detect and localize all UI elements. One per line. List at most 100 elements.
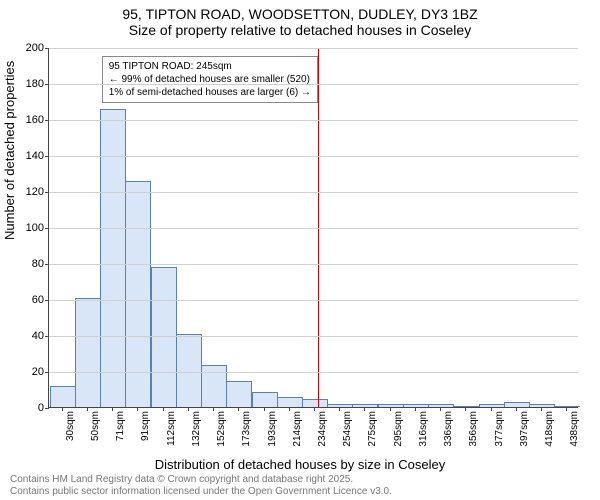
xtick-label: 30sqm <box>65 411 76 441</box>
bar <box>403 404 429 407</box>
chart-title: 95, TIPTON ROAD, WOODSETTON, DUDLEY, DY3… <box>0 6 600 38</box>
ytick-mark <box>45 84 49 85</box>
title-line-2: Size of property relative to detached ho… <box>0 22 600 38</box>
gridline-h <box>49 156 578 157</box>
xtick-mark <box>112 407 113 411</box>
bar <box>378 404 404 407</box>
xtick-mark <box>213 407 214 411</box>
ytick-mark <box>45 156 49 157</box>
xtick-label: 316sqm <box>418 411 429 447</box>
ytick-label: 100 <box>26 222 44 234</box>
annotation-line: 1% of semi-detached houses are larger (6… <box>109 86 311 99</box>
xtick-mark <box>465 407 466 411</box>
xtick-label: 112sqm <box>166 411 177 446</box>
gridline-h <box>49 48 578 49</box>
chart-container: 95, TIPTON ROAD, WOODSETTON, DUDLEY, DY3… <box>0 0 600 500</box>
xtick-mark <box>364 407 365 411</box>
ytick-label: 80 <box>32 258 44 270</box>
xtick-mark <box>137 407 138 411</box>
ytick-label: 200 <box>26 42 44 54</box>
ytick-label: 60 <box>32 294 44 306</box>
xtick-label: 214sqm <box>292 411 303 447</box>
gridline-h <box>49 336 578 337</box>
xtick-label: 152sqm <box>216 411 227 447</box>
gridline-h <box>49 120 578 121</box>
ytick-label: 0 <box>38 402 44 414</box>
plot-area: 95 TIPTON ROAD: 245sqm← 99% of detached … <box>48 48 578 408</box>
xtick-label: 438sqm <box>569 411 580 447</box>
xtick-mark <box>238 407 239 411</box>
ytick-mark <box>45 264 49 265</box>
xtick-label: 397sqm <box>519 411 530 447</box>
footer-line-2: Contains public sector information licen… <box>10 486 392 498</box>
footer-attribution: Contains HM Land Registry data © Crown c… <box>10 474 392 498</box>
xtick-label: 418sqm <box>544 411 555 447</box>
xtick-label: 377sqm <box>494 411 505 447</box>
xtick-mark <box>289 407 290 411</box>
xtick-label: 336sqm <box>443 411 454 447</box>
xtick-label: 254sqm <box>342 411 353 447</box>
xtick-mark <box>440 407 441 411</box>
bar <box>252 392 278 407</box>
xtick-label: 275sqm <box>367 411 378 447</box>
ytick-mark <box>45 192 49 193</box>
xtick-mark <box>415 407 416 411</box>
xtick-mark <box>516 407 517 411</box>
ytick-label: 120 <box>26 186 44 198</box>
ytick-mark <box>45 372 49 373</box>
xtick-mark <box>163 407 164 411</box>
xtick-label: 234sqm <box>317 411 328 447</box>
bar <box>75 298 101 407</box>
xtick-label: 71sqm <box>115 411 126 441</box>
ytick-label: 20 <box>32 366 44 378</box>
xtick-mark <box>62 407 63 411</box>
ytick-mark <box>45 408 49 409</box>
ytick-label: 140 <box>26 150 44 162</box>
xtick-mark <box>87 407 88 411</box>
xtick-label: 91sqm <box>140 411 151 441</box>
bar <box>302 399 328 407</box>
bar <box>226 381 252 407</box>
gridline-h <box>49 228 578 229</box>
xtick-label: 356sqm <box>468 411 479 447</box>
bar <box>50 386 76 407</box>
xtick-mark <box>264 407 265 411</box>
x-axis-label: Distribution of detached houses by size … <box>0 457 600 472</box>
ytick-mark <box>45 228 49 229</box>
ytick-mark <box>45 48 49 49</box>
bar <box>201 365 227 407</box>
xtick-mark <box>339 407 340 411</box>
ytick-mark <box>45 120 49 121</box>
xtick-label: 173sqm <box>241 411 252 447</box>
gridline-h <box>49 192 578 193</box>
xtick-mark <box>491 407 492 411</box>
bar <box>453 406 479 407</box>
xtick-mark <box>188 407 189 411</box>
bar <box>554 406 580 407</box>
bar <box>277 397 303 407</box>
xtick-label: 50sqm <box>90 411 101 441</box>
bar <box>151 267 177 407</box>
footer-line-1: Contains HM Land Registry data © Crown c… <box>10 474 392 486</box>
gridline-h <box>49 264 578 265</box>
y-axis-label: Number of detached properties <box>2 61 17 240</box>
gridline-h <box>49 372 578 373</box>
xtick-label: 295sqm <box>393 411 404 447</box>
annotation-line: 95 TIPTON ROAD: 245sqm <box>109 60 311 73</box>
gridline-h <box>49 300 578 301</box>
xtick-mark <box>390 407 391 411</box>
bar <box>504 402 530 407</box>
bar <box>479 404 505 407</box>
xtick-mark <box>566 407 567 411</box>
title-line-1: 95, TIPTON ROAD, WOODSETTON, DUDLEY, DY3… <box>0 6 600 22</box>
xtick-mark <box>541 407 542 411</box>
annotation-box: 95 TIPTON ROAD: 245sqm← 99% of detached … <box>102 56 318 103</box>
ytick-label: 160 <box>26 114 44 126</box>
xtick-label: 132sqm <box>191 411 202 447</box>
ytick-label: 40 <box>32 330 44 342</box>
gridline-h <box>49 84 578 85</box>
ytick-mark <box>45 336 49 337</box>
bar <box>100 109 126 407</box>
ytick-label: 180 <box>26 78 44 90</box>
bar <box>176 334 202 407</box>
